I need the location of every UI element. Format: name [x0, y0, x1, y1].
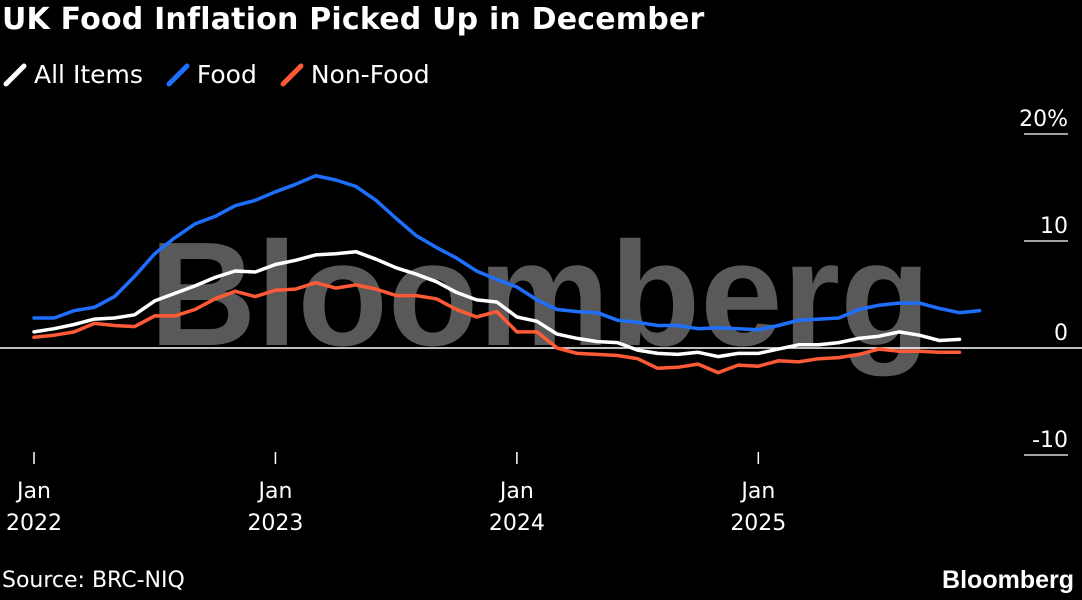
series-line-food	[32, 173, 982, 332]
watermark: Bloomberg	[149, 212, 930, 377]
legend-swatch-all-items	[3, 63, 27, 86]
legend-label-all-items: All Items	[34, 60, 143, 89]
gridlines	[0, 133, 1082, 456]
legend: All Items Food Non-Food	[2, 60, 452, 89]
x-tick-label-year-1: 2023	[247, 511, 303, 536]
legend-item-food: Food	[165, 60, 257, 89]
series-line-all-items	[32, 249, 962, 359]
x-tick-label-year-3: 2025	[730, 511, 786, 536]
legend-swatch-non-food	[280, 63, 304, 86]
y-tick-label-3: -10	[1032, 428, 1068, 453]
bloomberg-logo: Bloomberg	[942, 566, 1074, 594]
series-lines	[32, 173, 982, 375]
x-axis: Jan 2022 Jan 2023 Jan 2024 Jan 2025	[6, 452, 786, 536]
series-line-non-food	[32, 280, 962, 375]
legend-swatch-food	[166, 63, 190, 86]
x-tick-label-month-3: Jan	[739, 479, 775, 504]
chart-title: UK Food Inflation Picked Up in December	[2, 2, 705, 37]
x-tick-label-month-2: Jan	[498, 479, 534, 504]
legend-label-food: Food	[196, 60, 257, 89]
legend-item-all-items: All Items	[2, 60, 143, 89]
y-tick-label-0: 20%	[1019, 107, 1068, 132]
legend-item-non-food: Non-Food	[279, 60, 430, 89]
y-tick-label-2: 0	[1054, 321, 1068, 346]
x-tick-label-year-0: 2022	[6, 511, 62, 536]
x-tick-label-month-0: Jan	[15, 479, 51, 504]
y-axis: 20% 10 0 -10	[1019, 107, 1068, 453]
y-tick-label-1: 10	[1040, 214, 1068, 239]
x-tick-label-year-2: 2024	[489, 511, 545, 536]
x-tick-label-month-1: Jan	[256, 479, 292, 504]
legend-label-non-food: Non-Food	[310, 60, 430, 89]
source-note: Source: BRC-NIQ	[2, 568, 185, 593]
